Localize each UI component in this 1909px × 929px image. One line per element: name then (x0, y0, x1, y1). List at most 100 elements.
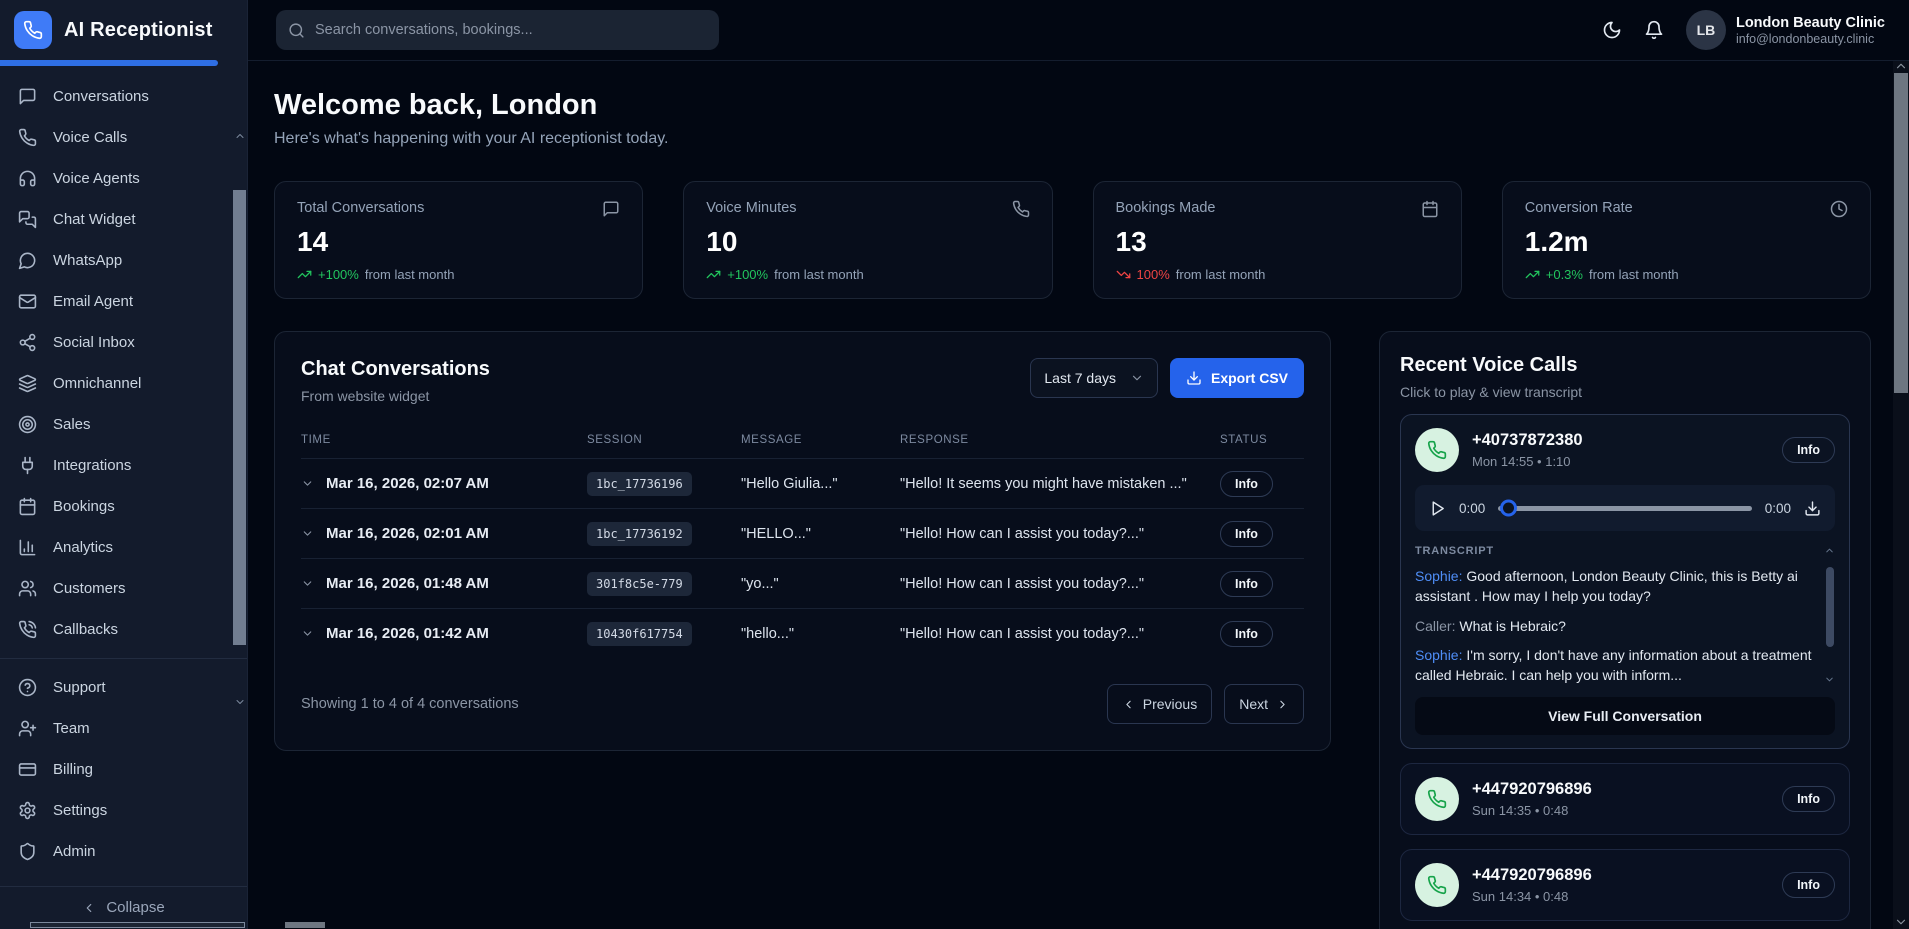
sidebar-item-billing[interactable]: Billing (0, 749, 247, 790)
sidebar-divider (0, 885, 247, 887)
account-menu[interactable]: LB London Beauty Clinic info@londonbeaut… (1685, 10, 1885, 50)
sidebar-item-email-agent[interactable]: Email Agent (0, 281, 247, 322)
call-meta: Sun 14:35 • 0:48 (1472, 803, 1569, 819)
sidebar-item-settings[interactable]: Settings (0, 790, 247, 831)
trending-up-icon (297, 270, 312, 279)
chevron-down-icon[interactable] (1823, 674, 1835, 685)
view-full-conversation-button[interactable]: View Full Conversation (1415, 697, 1835, 736)
sidebar-item-callbacks[interactable]: Callbacks (0, 609, 247, 650)
export-csv-label: Export CSV (1210, 370, 1288, 386)
mail-icon (18, 294, 37, 309)
sidebar-item-conversations[interactable]: Conversations (0, 76, 247, 117)
sidebar-item-customers[interactable]: Customers (0, 568, 247, 609)
info-button[interactable]: Info (1782, 786, 1835, 813)
player-slider-thumb[interactable] (1500, 499, 1518, 517)
search-input[interactable] (315, 22, 707, 38)
horizontal-scrollbar-track[interactable] (30, 922, 245, 928)
sidebar-scrollbar[interactable] (233, 128, 246, 713)
column-header-session: SESSION (587, 434, 643, 446)
conversation-message: "yo..." (741, 575, 779, 592)
chevron-up-icon[interactable] (233, 130, 246, 142)
notifications-button[interactable] (1644, 20, 1664, 40)
sidebar-item-label: Analytics (53, 538, 114, 556)
info-button[interactable]: Info (1220, 520, 1273, 547)
speaker-name: Sophie: (1415, 646, 1463, 663)
gear-icon (19, 801, 36, 820)
chevron-down-icon[interactable] (233, 696, 246, 708)
trending-down-icon (1116, 270, 1130, 279)
collapse-button[interactable]: Collapse (0, 887, 247, 929)
sidebar-item-admin[interactable]: Admin (0, 831, 247, 872)
table-row[interactable]: Mar 16, 2026, 02:01 AM 1bc_17736192 "HEL… (301, 508, 1304, 558)
sidebar-item-label: Voice Calls (53, 128, 128, 146)
player-seek-slider[interactable] (1498, 499, 1752, 517)
horizontal-scrollbar-thumb[interactable] (285, 922, 325, 928)
sidebar-item-social-inbox[interactable]: Social Inbox (0, 322, 247, 363)
chevron-up-icon[interactable] (1823, 545, 1835, 556)
chevron-left-icon (1126, 700, 1131, 708)
sidebar-item-support[interactable]: Support (0, 667, 247, 708)
brand-header[interactable]: AI Receptionist (0, 0, 247, 60)
voice-panel-subtitle: Click to play & view transcript (1400, 384, 1583, 400)
page-scrollbar[interactable] (1893, 61, 1909, 929)
chevron-down-icon[interactable] (301, 527, 314, 540)
dark-mode-toggle[interactable] (1602, 20, 1622, 40)
sidebar-item-bookings[interactable]: Bookings (0, 486, 247, 527)
transcript-scrollbar[interactable] (1823, 545, 1835, 685)
column-header-message: MESSAGE (741, 434, 803, 446)
speaker-name: Caller: (1415, 617, 1456, 634)
next-page-button[interactable]: Next (1224, 684, 1304, 724)
phone-icon (1012, 200, 1029, 218)
table-row[interactable]: Mar 16, 2026, 01:48 AM 301f8c5e-779 "yo.… (301, 558, 1304, 608)
date-range-value: Last 7 days (1044, 370, 1116, 386)
play-icon[interactable] (1429, 500, 1446, 517)
sidebar-item-sales[interactable]: Sales (0, 404, 247, 445)
sidebar-item-team[interactable]: Team (0, 708, 247, 749)
stat-label: Conversion Rate (1524, 200, 1633, 216)
stat-trend-suffix: from last month (1175, 267, 1266, 282)
table-row[interactable]: Mar 16, 2026, 02:07 AM 1bc_17736196 "Hel… (301, 458, 1304, 508)
sidebar-item-label: Social Inbox (53, 333, 135, 351)
sidebar-item-chat-widget[interactable]: Chat Widget (0, 199, 247, 240)
sidebar-item-voice-calls[interactable]: Voice Calls (0, 117, 247, 158)
sidebar-item-integrations[interactable]: Integrations (0, 445, 247, 486)
stat-value: 10 (706, 226, 738, 257)
info-button[interactable]: Info (1220, 470, 1273, 497)
date-range-select[interactable]: Last 7 days (1030, 358, 1158, 398)
moon-icon (1603, 21, 1621, 39)
player-total-time: 0:00 (1764, 500, 1791, 516)
chevron-down-icon[interactable] (1893, 915, 1909, 929)
download-icon[interactable] (1804, 500, 1821, 517)
messages-square-icon (18, 210, 37, 229)
transcript-scroll-thumb[interactable] (1826, 567, 1834, 647)
info-button[interactable]: Info (1220, 570, 1273, 597)
chevron-down-icon[interactable] (301, 577, 314, 590)
sidebar-item-label: Omnichannel (53, 374, 142, 392)
sidebar-item-analytics[interactable]: Analytics (0, 527, 247, 568)
sidebar-divider (0, 657, 247, 659)
page-scroll-thumb[interactable] (1894, 73, 1908, 393)
sidebar-item-label: Email Agent (53, 292, 134, 310)
info-button[interactable]: Info (1782, 872, 1835, 899)
sidebar-scroll-thumb[interactable] (233, 189, 246, 645)
conversation-time: Mar 16, 2026, 01:48 AM (326, 575, 489, 592)
voice-call-card[interactable]: +447920796896 Sun 14:35 • 0:48 Info (1400, 763, 1850, 836)
stat-value: 1.2m (1524, 226, 1589, 257)
table-row[interactable]: Mar 16, 2026, 01:42 AM 10430f617754 "hel… (301, 608, 1304, 658)
export-csv-button[interactable]: Export CSV (1169, 358, 1304, 398)
chevron-down-icon[interactable] (301, 477, 314, 490)
chevron-up-icon[interactable] (1893, 59, 1909, 73)
sidebar-item-whatsapp[interactable]: WhatsApp (0, 240, 247, 281)
chevron-down-icon[interactable] (301, 627, 314, 640)
sidebar-item-label: Settings (53, 801, 108, 819)
voice-call-card[interactable]: +447920796896 Sun 14:34 • 0:48 Info (1400, 849, 1850, 922)
sidebar-item-omnichannel[interactable]: Omnichannel (0, 363, 247, 404)
session-id-badge: 1bc_17736196 (587, 471, 692, 496)
info-button[interactable]: Info (1220, 620, 1273, 647)
voice-call-card-expanded[interactable]: +40737872380 Mon 14:55 • 1:10 Info 0:00 … (1400, 414, 1850, 750)
search-bar[interactable] (276, 10, 719, 50)
sidebar-item-voice-agents[interactable]: Voice Agents (0, 158, 247, 199)
info-button[interactable]: Info (1782, 437, 1835, 463)
credit-card-icon (18, 763, 37, 776)
previous-page-button[interactable]: Previous (1106, 684, 1213, 724)
